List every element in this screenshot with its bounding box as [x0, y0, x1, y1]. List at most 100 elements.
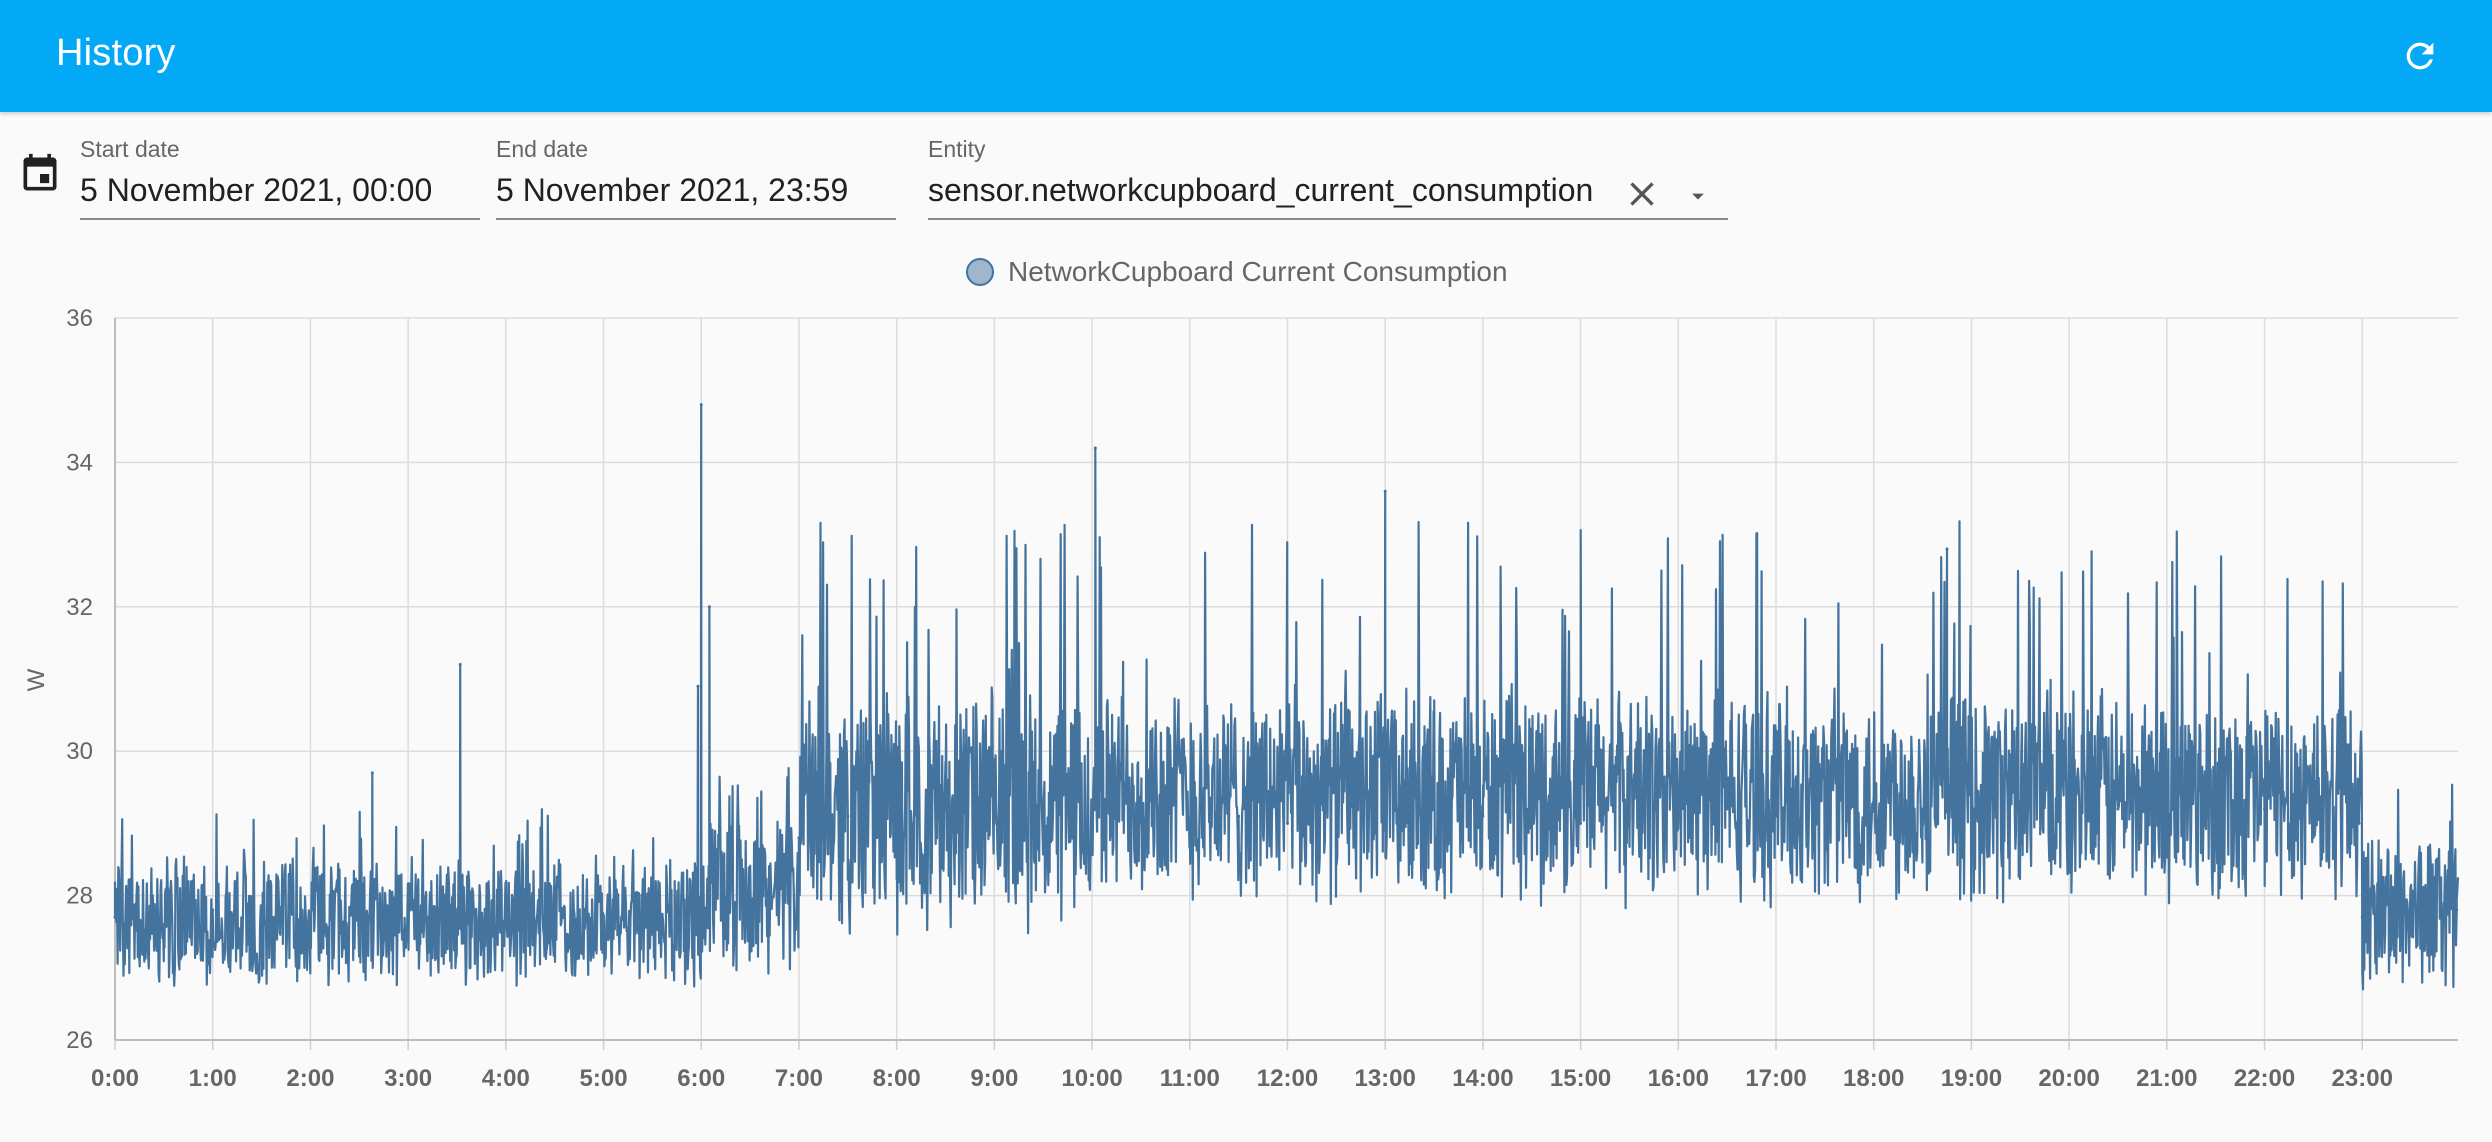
data-point — [1921, 807, 1925, 811]
data-point — [846, 814, 850, 818]
x-tick-label: 18:00 — [1843, 1065, 1904, 1092]
end-date-value[interactable]: 5 November 2021, 23:59 — [496, 172, 849, 208]
y-axis-label: W — [23, 668, 50, 691]
start-date-label: Start date — [80, 136, 180, 162]
x-tick-label: 22:00 — [2234, 1065, 2295, 1092]
data-point — [1774, 814, 1778, 818]
x-tick-label: 13:00 — [1354, 1065, 1415, 1092]
data-point — [357, 908, 361, 912]
data-point — [1285, 821, 1289, 825]
entity-underline — [928, 218, 1728, 220]
x-tick-label: 14:00 — [1452, 1065, 1513, 1092]
data-point — [1627, 814, 1631, 818]
data-point — [2116, 807, 2120, 811]
x-tick-label: 21:00 — [2136, 1065, 2197, 1092]
x-tick-label: 9:00 — [970, 1065, 1018, 1092]
data-point — [1969, 793, 1973, 797]
page-title: History — [56, 32, 176, 74]
data-point — [504, 922, 508, 926]
app-bar: History — [0, 0, 2492, 112]
x-tick-label: 11:00 — [1160, 1065, 1220, 1092]
data-point — [1237, 814, 1241, 818]
y-tick-label: 32 — [66, 594, 93, 621]
data-point — [1530, 814, 1534, 818]
end-date-underline — [496, 218, 896, 220]
data-point — [1432, 807, 1436, 811]
data-point — [553, 915, 557, 919]
entity-picker[interactable]: Entity sensor.networkcupboard_current_co… — [928, 132, 1728, 220]
close-icon[interactable] — [1622, 174, 1662, 214]
data-point — [211, 908, 215, 912]
x-tick-label: 17:00 — [1745, 1065, 1806, 1092]
end-date-field[interactable]: End date 5 November 2021, 23:59 — [496, 132, 896, 220]
chart-axes — [114, 318, 2458, 1050]
data-point — [406, 908, 410, 912]
y-tick-label: 26 — [66, 1027, 93, 1054]
y-tick-label: 28 — [66, 883, 93, 910]
y-tick-label: 36 — [66, 305, 93, 332]
x-tick-label: 7:00 — [775, 1065, 823, 1092]
data-point — [2357, 821, 2361, 825]
x-tick-label: 3:00 — [384, 1065, 432, 1092]
x-tick-label: 1:00 — [189, 1065, 237, 1092]
x-tick-label: 6:00 — [677, 1065, 725, 1092]
data-point — [1383, 489, 1387, 493]
x-tick-label: 0:00 — [91, 1065, 139, 1092]
data-point — [2360, 915, 2364, 919]
data-point — [650, 930, 654, 934]
entity-label: Entity — [928, 136, 986, 162]
x-tick-label: 15:00 — [1550, 1065, 1611, 1092]
start-date-underline — [80, 218, 480, 220]
data-point — [1579, 821, 1583, 825]
y-tick-label: 30 — [66, 738, 93, 765]
data-point — [1481, 814, 1485, 818]
x-tick-label: 12:00 — [1257, 1065, 1318, 1092]
data-point — [944, 807, 948, 811]
calendar-icon[interactable] — [18, 150, 62, 198]
entity-input[interactable]: sensor.networkcupboard_current_consumpti… — [928, 172, 1594, 208]
x-tick-label: 5:00 — [580, 1065, 628, 1092]
data-point — [2409, 922, 2413, 926]
data-point — [2311, 814, 2315, 818]
x-tick-label: 23:00 — [2332, 1065, 2393, 1092]
data-point — [2165, 800, 2169, 804]
data-point — [113, 915, 117, 919]
data-point — [707, 605, 711, 609]
data-point — [1093, 446, 1097, 450]
data-point — [1334, 814, 1338, 818]
data-point — [162, 922, 166, 926]
data-point — [602, 922, 606, 926]
data-point — [797, 836, 801, 840]
x-tick-label: 4:00 — [482, 1065, 530, 1092]
data-point — [2214, 807, 2218, 811]
data-point — [2455, 908, 2459, 912]
x-tick-label: 2:00 — [286, 1065, 334, 1092]
data-point — [1676, 821, 1680, 825]
y-tick-label: 34 — [66, 449, 93, 476]
legend-label: NetworkCupboard Current Consumption — [1008, 256, 1508, 287]
data-point — [699, 403, 703, 407]
end-date-label: End date — [496, 136, 589, 162]
legend-swatch — [966, 258, 994, 286]
start-date-value[interactable]: 5 November 2021, 00:00 — [80, 172, 433, 208]
chart-plot-area — [113, 403, 2460, 991]
data-point — [748, 894, 752, 898]
series-line — [113, 403, 2460, 991]
chart-legend-item[interactable]: NetworkCupboard Current Consumption — [966, 254, 1508, 290]
data-point — [2018, 800, 2022, 804]
data-point — [370, 771, 374, 775]
start-date-field[interactable]: Start date 5 November 2021, 00:00 — [80, 132, 480, 220]
x-tick-label: 10:00 — [1061, 1065, 1122, 1092]
data-point — [308, 915, 312, 919]
data-point — [2067, 800, 2071, 804]
data-point — [1139, 814, 1143, 818]
data-point — [696, 684, 700, 688]
data-point — [458, 663, 462, 667]
data-point — [895, 821, 899, 825]
x-tick-label: 8:00 — [873, 1065, 921, 1092]
arrow-drop-down-icon[interactable] — [1684, 182, 1712, 210]
chart-ticks: 26 28 30 32 34 36 0:00 1:00 2:00 3:00 4:00 5:00 6:00… — [66, 305, 2393, 1092]
data-point — [260, 915, 264, 919]
data-point — [1872, 800, 1876, 804]
